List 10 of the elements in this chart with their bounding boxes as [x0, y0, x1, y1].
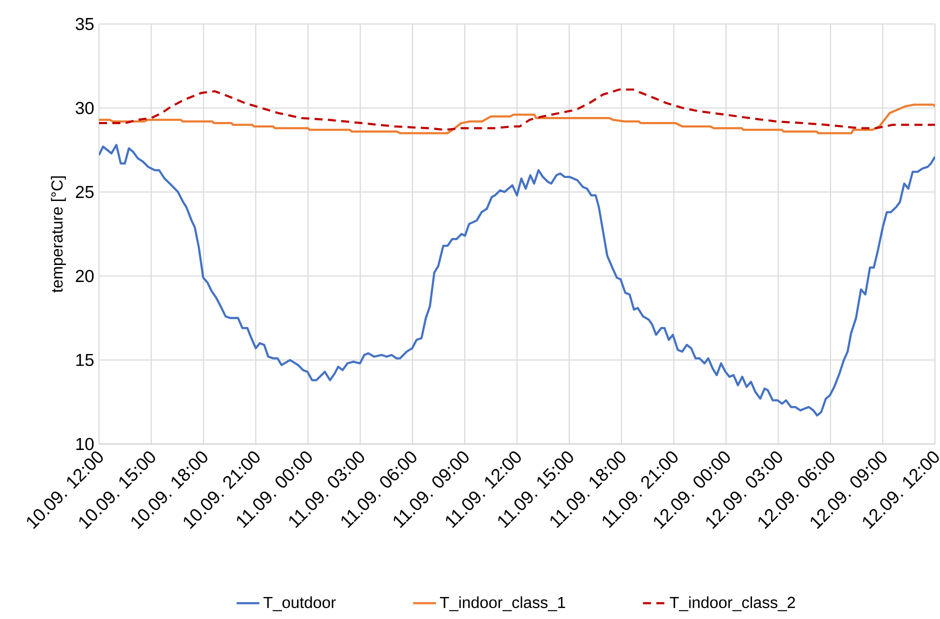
y-tick-label: 35 [76, 18, 94, 30]
y-tick-label: 20 [76, 270, 94, 282]
legend-label: T_indoor_class_1 [440, 596, 566, 612]
legend-label: T_outdoor [263, 596, 336, 612]
y-tick-label: 10 [76, 438, 94, 450]
y-axis-title: temperature [°C] [50, 176, 66, 293]
y-tick-label: 30 [76, 102, 94, 114]
y-tick-label: 25 [76, 186, 94, 198]
legend-label: T_indoor_class_2 [670, 596, 795, 612]
y-tick-label: 15 [76, 354, 94, 366]
